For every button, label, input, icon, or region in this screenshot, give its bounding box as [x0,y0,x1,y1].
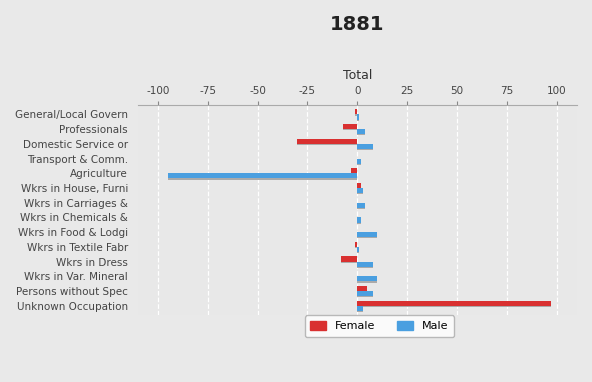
Bar [358,129,365,134]
Bar [358,204,365,209]
Bar [358,188,363,193]
Bar [358,277,377,283]
Bar [358,219,361,224]
Bar [358,160,361,165]
Bar [358,159,361,164]
Bar [358,286,368,291]
Legend: Female, Male: Female, Male [305,316,454,337]
Bar [358,233,377,238]
Bar [343,125,358,130]
Bar [358,276,377,282]
Bar [358,183,361,188]
Bar [358,287,368,292]
Bar [358,263,374,268]
Title: 1881: 1881 [330,15,385,34]
Bar [358,145,374,150]
Bar [358,306,363,311]
Bar [297,140,358,145]
Bar [358,184,361,189]
X-axis label: Total: Total [343,69,372,82]
Bar [358,189,363,194]
Bar [168,173,358,178]
Bar [358,144,374,149]
Bar [358,302,551,307]
Bar [358,217,361,223]
Bar [358,248,359,253]
Bar [358,291,374,296]
Bar [358,130,365,136]
Bar [342,257,358,263]
Bar [342,256,358,262]
Bar [343,124,358,129]
Bar [297,139,358,144]
Bar [352,169,358,175]
Bar [355,109,358,115]
Bar [358,292,374,297]
Bar [355,110,358,116]
Bar [358,247,359,252]
Bar [355,243,358,248]
Bar [358,115,359,120]
Bar [352,168,358,173]
Bar [355,242,358,247]
Bar [358,203,365,208]
Bar [358,307,363,312]
Bar [358,262,374,267]
Bar [358,116,359,121]
Bar [168,175,358,180]
Bar [358,232,377,237]
Bar [358,301,551,306]
